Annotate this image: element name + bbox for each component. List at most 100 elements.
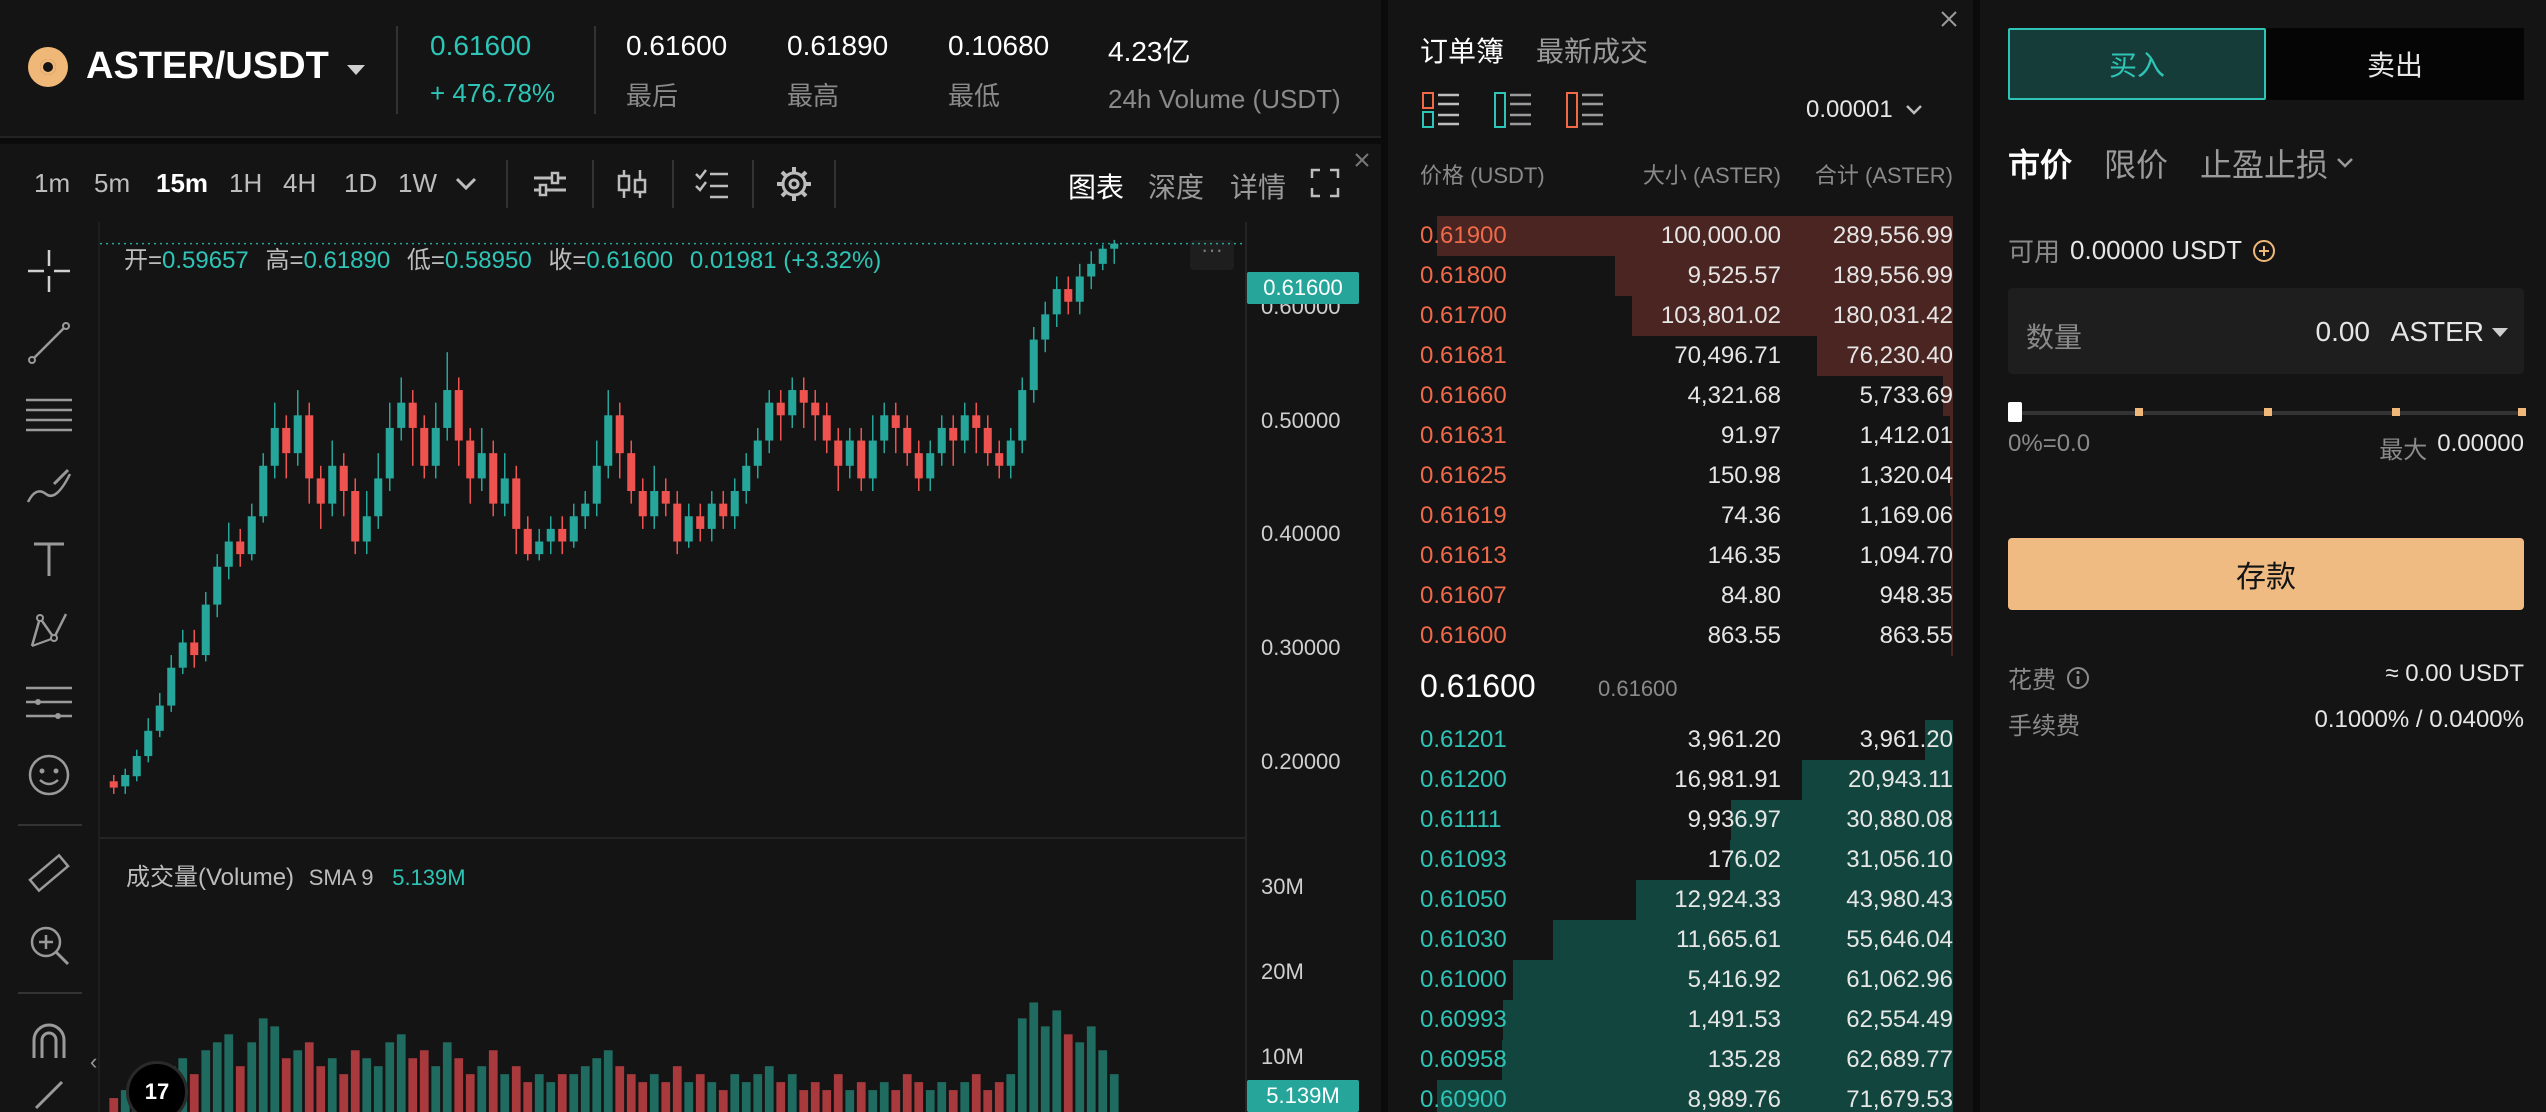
close-icon[interactable]	[1354, 152, 1370, 168]
bid-row[interactable]: 0.60900 8,989.76 71,679.53	[1388, 1080, 1973, 1112]
quantity-unit[interactable]: ASTER	[2390, 316, 2484, 347]
deposit-button[interactable]: 存款	[2008, 538, 2524, 610]
prediction-tool[interactable]	[22, 676, 76, 730]
timeframe-4h[interactable]: 4H	[283, 168, 317, 198]
book-bids-icon[interactable]	[1494, 92, 1532, 128]
ask-row[interactable]: 0.61607 84.80 948.35	[1388, 576, 1973, 616]
bid-row[interactable]: 0.61201 3,961.20 3,961.20	[1388, 720, 1973, 760]
volume-bar	[799, 1090, 809, 1112]
horizontal-lines-tool[interactable]	[22, 388, 76, 442]
bid-row[interactable]: 0.61200 16,981.91 20,943.11	[1388, 760, 1973, 800]
order-type-limit[interactable]: 限价	[2104, 147, 2169, 183]
indicators-list-icon[interactable]	[692, 164, 732, 204]
timeframe-1d[interactable]: 1D	[344, 168, 378, 198]
crosshair-tool[interactable]	[22, 244, 76, 298]
slider-tick[interactable]	[2135, 408, 2143, 416]
ask-row[interactable]: 0.61619 74.36 1,169.06	[1388, 496, 1973, 536]
candle	[1029, 326, 1038, 403]
ask-row[interactable]: 0.61900 100,000.00 289,556.99	[1388, 216, 1973, 256]
pair-selector[interactable]: ASTER/USDT	[28, 45, 365, 88]
candle	[328, 440, 337, 517]
ruler-tool[interactable]	[22, 846, 76, 900]
bid-row[interactable]: 0.61111 9,936.97 30,880.08	[1388, 800, 1973, 840]
ask-row[interactable]: 0.61631 91.97 1,412.01	[1388, 416, 1973, 456]
cost-label: 花费	[2008, 667, 2056, 694]
order-type-market[interactable]: 市价	[2008, 147, 2073, 183]
bid-row[interactable]: 0.61000 5,416.92 61,062.96	[1388, 960, 1973, 1000]
timeframe-15m[interactable]: 15m	[156, 168, 209, 198]
candle	[1018, 377, 1027, 454]
tab-depth[interactable]: 深度	[1148, 172, 1205, 203]
ask-row[interactable]: 0.61700 103,801.02 180,031.42	[1388, 296, 1973, 336]
collapse-icon[interactable]: ‹	[90, 1049, 98, 1074]
magnet-tool[interactable]	[22, 1014, 76, 1068]
zoom-tool[interactable]	[22, 918, 76, 972]
text-tool[interactable]	[22, 532, 76, 586]
ask-row[interactable]: 0.61613 146.35 1,094.70	[1388, 536, 1973, 576]
trendline-icon	[28, 322, 70, 364]
add-funds-icon[interactable]	[2252, 239, 2276, 263]
fullscreen-icon[interactable]	[1310, 168, 1340, 198]
precision-select[interactable]: 0.00001	[1806, 96, 1923, 124]
info-icon[interactable]	[2066, 666, 2090, 690]
volume-bar	[235, 1066, 245, 1112]
caret-down-icon[interactable]	[2492, 328, 2508, 337]
slider-tick[interactable]	[2518, 408, 2526, 416]
bid-row[interactable]: 0.61093 176.02 31,056.10	[1388, 840, 1973, 880]
book-asks-icon[interactable]	[1566, 92, 1604, 128]
pattern-icon	[30, 613, 68, 647]
pattern-tool[interactable]	[22, 604, 76, 658]
pencil-tool[interactable]	[22, 1080, 76, 1110]
emoji-tool[interactable]	[22, 748, 76, 802]
ask-row[interactable]: 0.61600 863.55 863.55	[1388, 616, 1973, 656]
ask-row[interactable]: 0.61800 9,525.57 189,556.99	[1388, 256, 1973, 296]
candle-type-icon[interactable]	[612, 164, 652, 204]
sell-button[interactable]: 卖出	[2266, 28, 2524, 100]
row-price: 0.61030	[1420, 926, 1507, 953]
brush-tool[interactable]	[22, 460, 76, 514]
row-price: 0.61050	[1420, 886, 1507, 913]
book-both-icon[interactable]	[1422, 92, 1460, 128]
volume-pane[interactable]: 成交量(Volume) SMA 9 5.139M ‹ 17	[90, 837, 1245, 1112]
slider-handle[interactable]	[2008, 402, 2022, 422]
candlestick-chart[interactable]: 开=0.59657 高=0.61890 低=0.58950 收=0.61600 …	[100, 222, 1245, 837]
timeframe-1w[interactable]: 1W	[398, 168, 437, 198]
ask-row[interactable]: 0.61660 4,321.68 5,733.69	[1388, 376, 1973, 416]
row-size: 70,496.71	[1674, 342, 1781, 369]
slider-tick[interactable]	[2264, 408, 2272, 416]
slider-tick[interactable]	[2392, 408, 2400, 416]
volume-bar	[546, 1082, 556, 1112]
stat-label: 最低	[948, 81, 1001, 111]
ask-row[interactable]: 0.61625 150.98 1,320.04	[1388, 456, 1973, 496]
ask-row[interactable]: 0.61681 70,496.71 76,230.40	[1388, 336, 1973, 376]
max-value: 0.00000	[2437, 430, 2524, 457]
depth-bar	[1817, 336, 1953, 376]
timeframe-1h[interactable]: 1H	[229, 168, 263, 198]
more-options-icon[interactable]: ···	[1190, 239, 1234, 270]
order-type-stop[interactable]: 止盈止损	[2200, 140, 2354, 186]
bid-row[interactable]: 0.60958 135.28 62,689.77	[1388, 1040, 1973, 1080]
gear-icon[interactable]	[774, 164, 814, 204]
bid-row[interactable]: 0.61050 12,924.33 43,980.43	[1388, 880, 1973, 920]
price-axis[interactable]: 0.60000 0.50000 0.40000 0.30000 0.20000 …	[1245, 222, 1381, 1112]
timeframe-5m[interactable]: 5m	[94, 168, 131, 198]
trendline-tool[interactable]	[22, 316, 76, 370]
header-total: 合计 (ASTER)	[1814, 163, 1953, 188]
depth-bar	[1437, 1080, 1953, 1112]
close-icon[interactable]	[1940, 10, 1958, 28]
depth-bar	[1950, 416, 1953, 456]
quantity-field[interactable]: 数量 0.00 ASTER	[2008, 288, 2524, 374]
depth-bar	[1950, 456, 1953, 496]
chevron-down-icon[interactable]	[454, 176, 478, 192]
indicator-settings-icon[interactable]	[530, 164, 570, 204]
buy-button[interactable]: 买入	[2008, 28, 2266, 100]
bid-row[interactable]: 0.60993 1,491.53 62,554.49	[1388, 1000, 1973, 1040]
timeframe-1m[interactable]: 1m	[34, 168, 71, 198]
tab-chart[interactable]: 图表	[1068, 172, 1125, 203]
depth-bar	[1802, 760, 1953, 800]
tab-orderbook[interactable]: 订单簿	[1420, 36, 1505, 67]
tab-recent-trades[interactable]: 最新成交	[1536, 36, 1649, 67]
tradingview-logo-icon[interactable]: 17	[126, 1061, 188, 1112]
bid-row[interactable]: 0.61030 11,665.61 55,646.04	[1388, 920, 1973, 960]
tab-details[interactable]: 详情	[1230, 172, 1287, 203]
